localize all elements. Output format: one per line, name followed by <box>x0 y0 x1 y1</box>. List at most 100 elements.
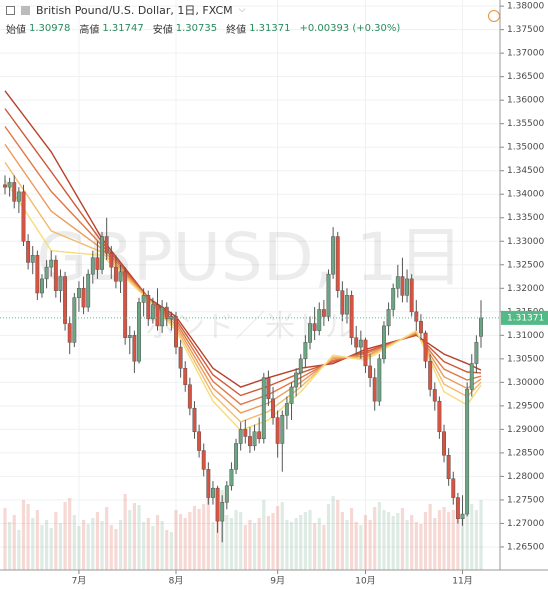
y-tick-label: 1.35500 <box>507 119 544 129</box>
volume-bar <box>49 528 53 570</box>
candle-body <box>127 335 132 338</box>
candle-body <box>63 276 68 324</box>
candle-body <box>271 398 275 418</box>
candle-body <box>460 513 465 519</box>
volume-bar <box>276 506 280 570</box>
candle-body <box>12 182 17 202</box>
y-tick-label: 1.30000 <box>507 378 544 388</box>
volume-bar <box>35 510 39 570</box>
y-tick-label: 1.32500 <box>507 260 544 270</box>
candle-body <box>44 266 49 280</box>
volume-bar <box>225 515 229 570</box>
expand-icon[interactable] <box>6 5 15 15</box>
volume-bar <box>155 515 160 570</box>
candle-body <box>474 342 479 364</box>
volume-bar <box>165 530 169 570</box>
volume-bar <box>317 518 321 570</box>
y-tick-label: 1.36000 <box>507 96 544 106</box>
candle-body <box>312 323 317 331</box>
volume-bar <box>322 525 326 570</box>
candle-body <box>109 252 114 268</box>
volume-bar <box>410 515 414 570</box>
candle-body <box>192 407 197 432</box>
volume-bar <box>86 524 90 570</box>
volume-bar <box>340 512 344 570</box>
symbol-icon[interactable] <box>21 5 30 15</box>
candle-body <box>53 259 58 291</box>
volume-bar <box>456 502 460 570</box>
candle-body <box>164 306 169 320</box>
candle-body <box>137 302 141 362</box>
candle-body <box>257 431 262 440</box>
volume-bar <box>280 502 284 570</box>
volume-bar <box>100 521 104 570</box>
candle-body <box>368 365 373 378</box>
volume-bar <box>465 488 469 570</box>
volume-bar <box>423 512 428 570</box>
volume-bar <box>294 518 298 570</box>
volume-bar <box>248 520 252 570</box>
volume-bar <box>109 525 113 570</box>
settings-icon[interactable] <box>488 10 500 22</box>
candle-body <box>446 454 451 480</box>
y-tick-label: 1.37000 <box>507 49 544 59</box>
volume-bar <box>77 526 81 570</box>
volume-bar <box>63 502 67 570</box>
candle-body <box>58 276 63 291</box>
volume-bar <box>132 503 136 570</box>
volume-bar <box>313 523 317 570</box>
last-price-box <box>501 310 548 325</box>
volume-bar <box>160 521 164 570</box>
volume-bar <box>26 504 30 570</box>
volume-bar <box>326 504 331 570</box>
candle-body <box>67 323 72 343</box>
candle-body <box>465 389 470 515</box>
y-tick-label: 1.27500 <box>507 495 544 505</box>
candle-body <box>141 295 146 303</box>
candle-body <box>16 191 21 202</box>
legend-label: 始値 <box>6 24 26 36</box>
x-tick-label: 8月 <box>169 576 184 587</box>
y-tick-label: 1.33000 <box>507 237 544 247</box>
candle-body <box>160 306 165 327</box>
volume-bar <box>21 500 26 570</box>
volume-bar <box>192 506 197 570</box>
volume-bar <box>391 516 395 570</box>
y-tick-label: 1.26500 <box>507 542 544 552</box>
volume-bar <box>95 512 100 570</box>
volume-bar <box>382 510 386 570</box>
candle-body <box>229 469 234 487</box>
volume-bar <box>350 508 354 570</box>
volume-bar <box>271 513 275 570</box>
x-tick-label: 11月 <box>452 576 472 587</box>
candle-body <box>238 429 243 444</box>
candle-body <box>81 288 86 308</box>
candle-body <box>331 236 336 275</box>
volume-bar <box>428 504 432 570</box>
volume-bar <box>8 522 12 570</box>
volume-bar <box>211 522 215 570</box>
dropdown-icon[interactable]: ⌵ <box>238 5 246 15</box>
legend-label: 高値 <box>79 24 100 36</box>
chart-title[interactable]: British Pound/U.S. Dollar, 1日, FXCM <box>36 4 233 17</box>
y-tick-label: 1.29500 <box>507 401 544 411</box>
candle-body <box>146 295 151 320</box>
x-tick-label: 7月 <box>72 576 87 587</box>
candle-body <box>358 339 363 348</box>
candle-body <box>289 386 294 404</box>
legend-value: 1.31747 <box>102 22 144 34</box>
candle-body <box>382 325 386 360</box>
candle-body <box>30 255 35 263</box>
volume-bar <box>442 507 446 570</box>
candle-body <box>340 290 345 315</box>
candle-body <box>201 450 206 470</box>
candle-body <box>377 358 382 402</box>
volume-bar <box>289 522 294 570</box>
volume-bar <box>105 507 109 570</box>
candle-body <box>35 255 40 294</box>
last-price-label: 1.31371 <box>507 313 544 323</box>
x-tick-label: 10月 <box>355 576 375 587</box>
y-tick-label: 1.34500 <box>507 166 544 176</box>
candle-body <box>395 276 400 289</box>
